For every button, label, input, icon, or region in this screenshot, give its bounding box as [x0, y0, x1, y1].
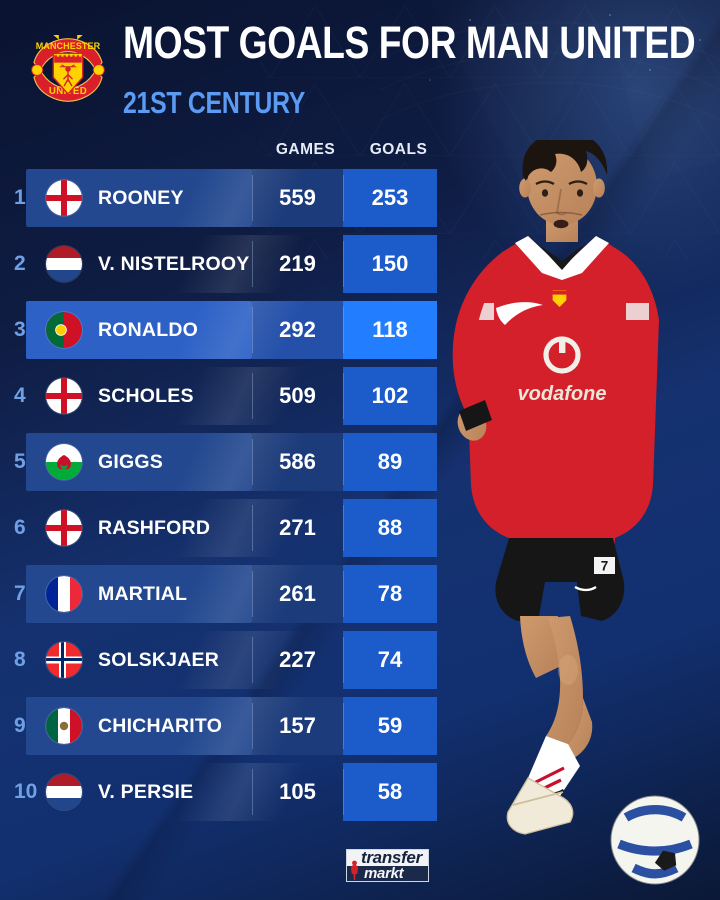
- svg-text:vodafone: vodafone: [518, 383, 607, 405]
- svg-text:MANCHESTER: MANCHESTER: [36, 41, 101, 51]
- svg-text:7: 7: [601, 559, 609, 574]
